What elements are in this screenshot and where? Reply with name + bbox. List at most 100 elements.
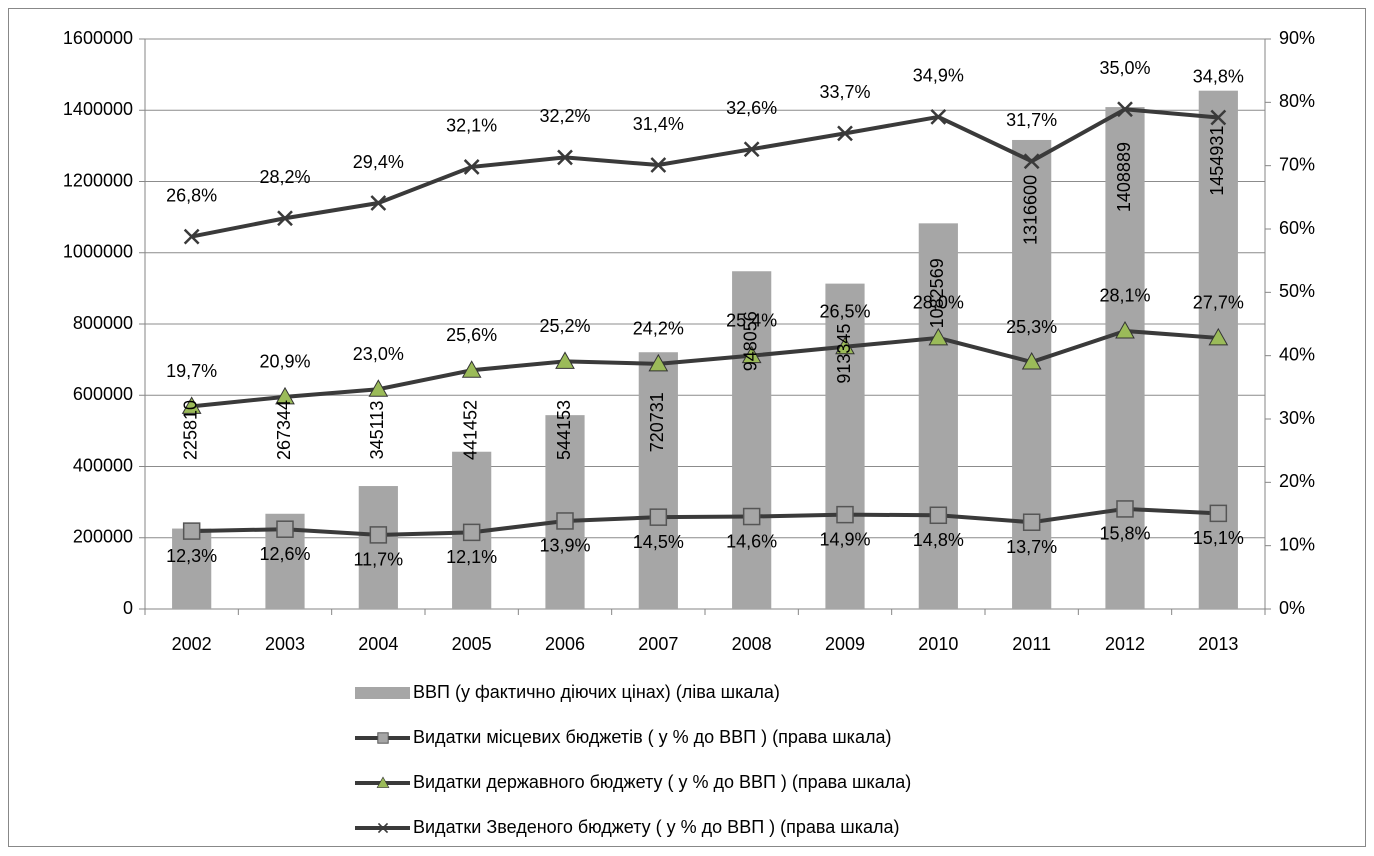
marker: [183, 228, 200, 245]
bar-label: 1454931: [1207, 126, 1227, 196]
data-label: 28,1%: [1099, 286, 1150, 306]
marker: [835, 336, 855, 355]
legend-marker: [377, 822, 389, 834]
bar-label: 1082569: [927, 258, 947, 328]
data-label: 25,6%: [446, 325, 497, 345]
legend-swatch: [355, 687, 410, 699]
marker: [836, 505, 854, 524]
data-label: 14,5%: [633, 532, 684, 552]
y-tick-label: 200000: [73, 527, 133, 547]
data-label: 13,9%: [539, 536, 590, 556]
marker: [277, 210, 293, 227]
bar: [1198, 90, 1238, 609]
marker: [1116, 500, 1134, 518]
marker: [368, 379, 389, 397]
marker: [275, 386, 295, 405]
y-tick-label: 1200000: [63, 170, 133, 190]
data-label: 14,9%: [819, 529, 870, 549]
line: [191, 328, 1219, 409]
marker: [1208, 327, 1229, 346]
legend-marker: [377, 732, 389, 744]
marker: [1209, 504, 1228, 523]
marker: [1117, 101, 1133, 118]
x-tick-label: 2005: [452, 634, 492, 654]
bar: [918, 223, 958, 610]
data-label: 11,7%: [353, 550, 403, 570]
bar-label: 1408889: [1114, 142, 1134, 212]
bar-label: 441452: [460, 400, 480, 460]
bar: [172, 528, 212, 609]
bar-label: 544153: [554, 400, 574, 460]
data-label: 33,7%: [819, 82, 870, 102]
data-label: 12,1%: [446, 547, 497, 567]
marker: [1210, 109, 1227, 126]
marker: [182, 522, 201, 540]
line: [191, 107, 1219, 239]
marker: [462, 523, 481, 542]
marker: [649, 508, 668, 526]
x-tick-label: 2004: [358, 634, 398, 654]
bar: [358, 486, 398, 609]
y-tick-label: 800000: [73, 313, 133, 333]
legend-label: Видатки місцевих бюджетів ( у % до ВВП )…: [413, 727, 891, 747]
data-label: 14,8%: [913, 530, 964, 550]
data-label: 25,3%: [1006, 317, 1057, 337]
data-label: 31,7%: [1006, 110, 1057, 130]
marker: [930, 109, 947, 125]
bar-label: 913345: [834, 324, 854, 384]
marker: [181, 396, 202, 414]
marker: [742, 507, 761, 526]
data-label: 23,0%: [353, 344, 404, 364]
x-tick-label: 2002: [172, 634, 212, 654]
data-label: 26,8%: [166, 185, 217, 205]
data-label: 14,6%: [726, 531, 777, 551]
data-label: 15,1%: [1193, 528, 1244, 548]
y2-tick-label: 70%: [1279, 154, 1315, 174]
y2-tick-label: 90%: [1279, 28, 1315, 48]
marker: [557, 149, 573, 166]
bar: [732, 271, 772, 609]
bar: [1105, 107, 1145, 610]
marker: [648, 353, 669, 372]
data-label: 34,8%: [1193, 66, 1244, 86]
marker: [837, 125, 853, 142]
marker: [1115, 320, 1135, 339]
data-label: 27,7%: [1193, 293, 1244, 313]
x-tick-label: 2009: [825, 634, 865, 654]
data-label: 32,2%: [539, 106, 590, 126]
marker: [555, 351, 575, 369]
data-label: 35,0%: [1099, 58, 1150, 78]
legend-marker: [376, 776, 390, 788]
y-tick-label: 1600000: [63, 28, 133, 48]
data-label: 34,9%: [913, 66, 964, 86]
marker: [276, 520, 294, 538]
data-label: 29,4%: [353, 152, 404, 172]
y-tick-label: 1000000: [63, 242, 133, 262]
marker: [929, 506, 948, 525]
marker: [556, 512, 574, 530]
x-tick-label: 2010: [918, 634, 958, 654]
marker: [928, 327, 949, 346]
x-tick-label: 2003: [265, 634, 305, 654]
data-label: 12,3%: [166, 546, 217, 566]
data-label: 32,6%: [726, 98, 777, 118]
x-tick-label: 2008: [732, 634, 772, 654]
line: [191, 506, 1219, 537]
bar-label: 345113: [367, 401, 387, 460]
y-tick-label: 0: [123, 598, 133, 618]
data-label: 13,7%: [1006, 537, 1057, 557]
marker: [463, 159, 480, 175]
data-label: 20,9%: [259, 352, 310, 372]
marker: [370, 195, 387, 211]
data-label: 15,8%: [1099, 524, 1150, 544]
bar-label: 225810: [180, 400, 200, 460]
y2-tick-label: 0%: [1279, 598, 1305, 618]
chart-border: [8, 8, 1366, 847]
data-label: 25,2%: [539, 316, 590, 336]
y2-tick-label: 20%: [1279, 471, 1315, 491]
marker: [369, 526, 388, 544]
x-tick-label: 2007: [638, 634, 678, 654]
data-label: 26,5%: [819, 302, 870, 322]
data-label: 32,1%: [446, 116, 497, 136]
